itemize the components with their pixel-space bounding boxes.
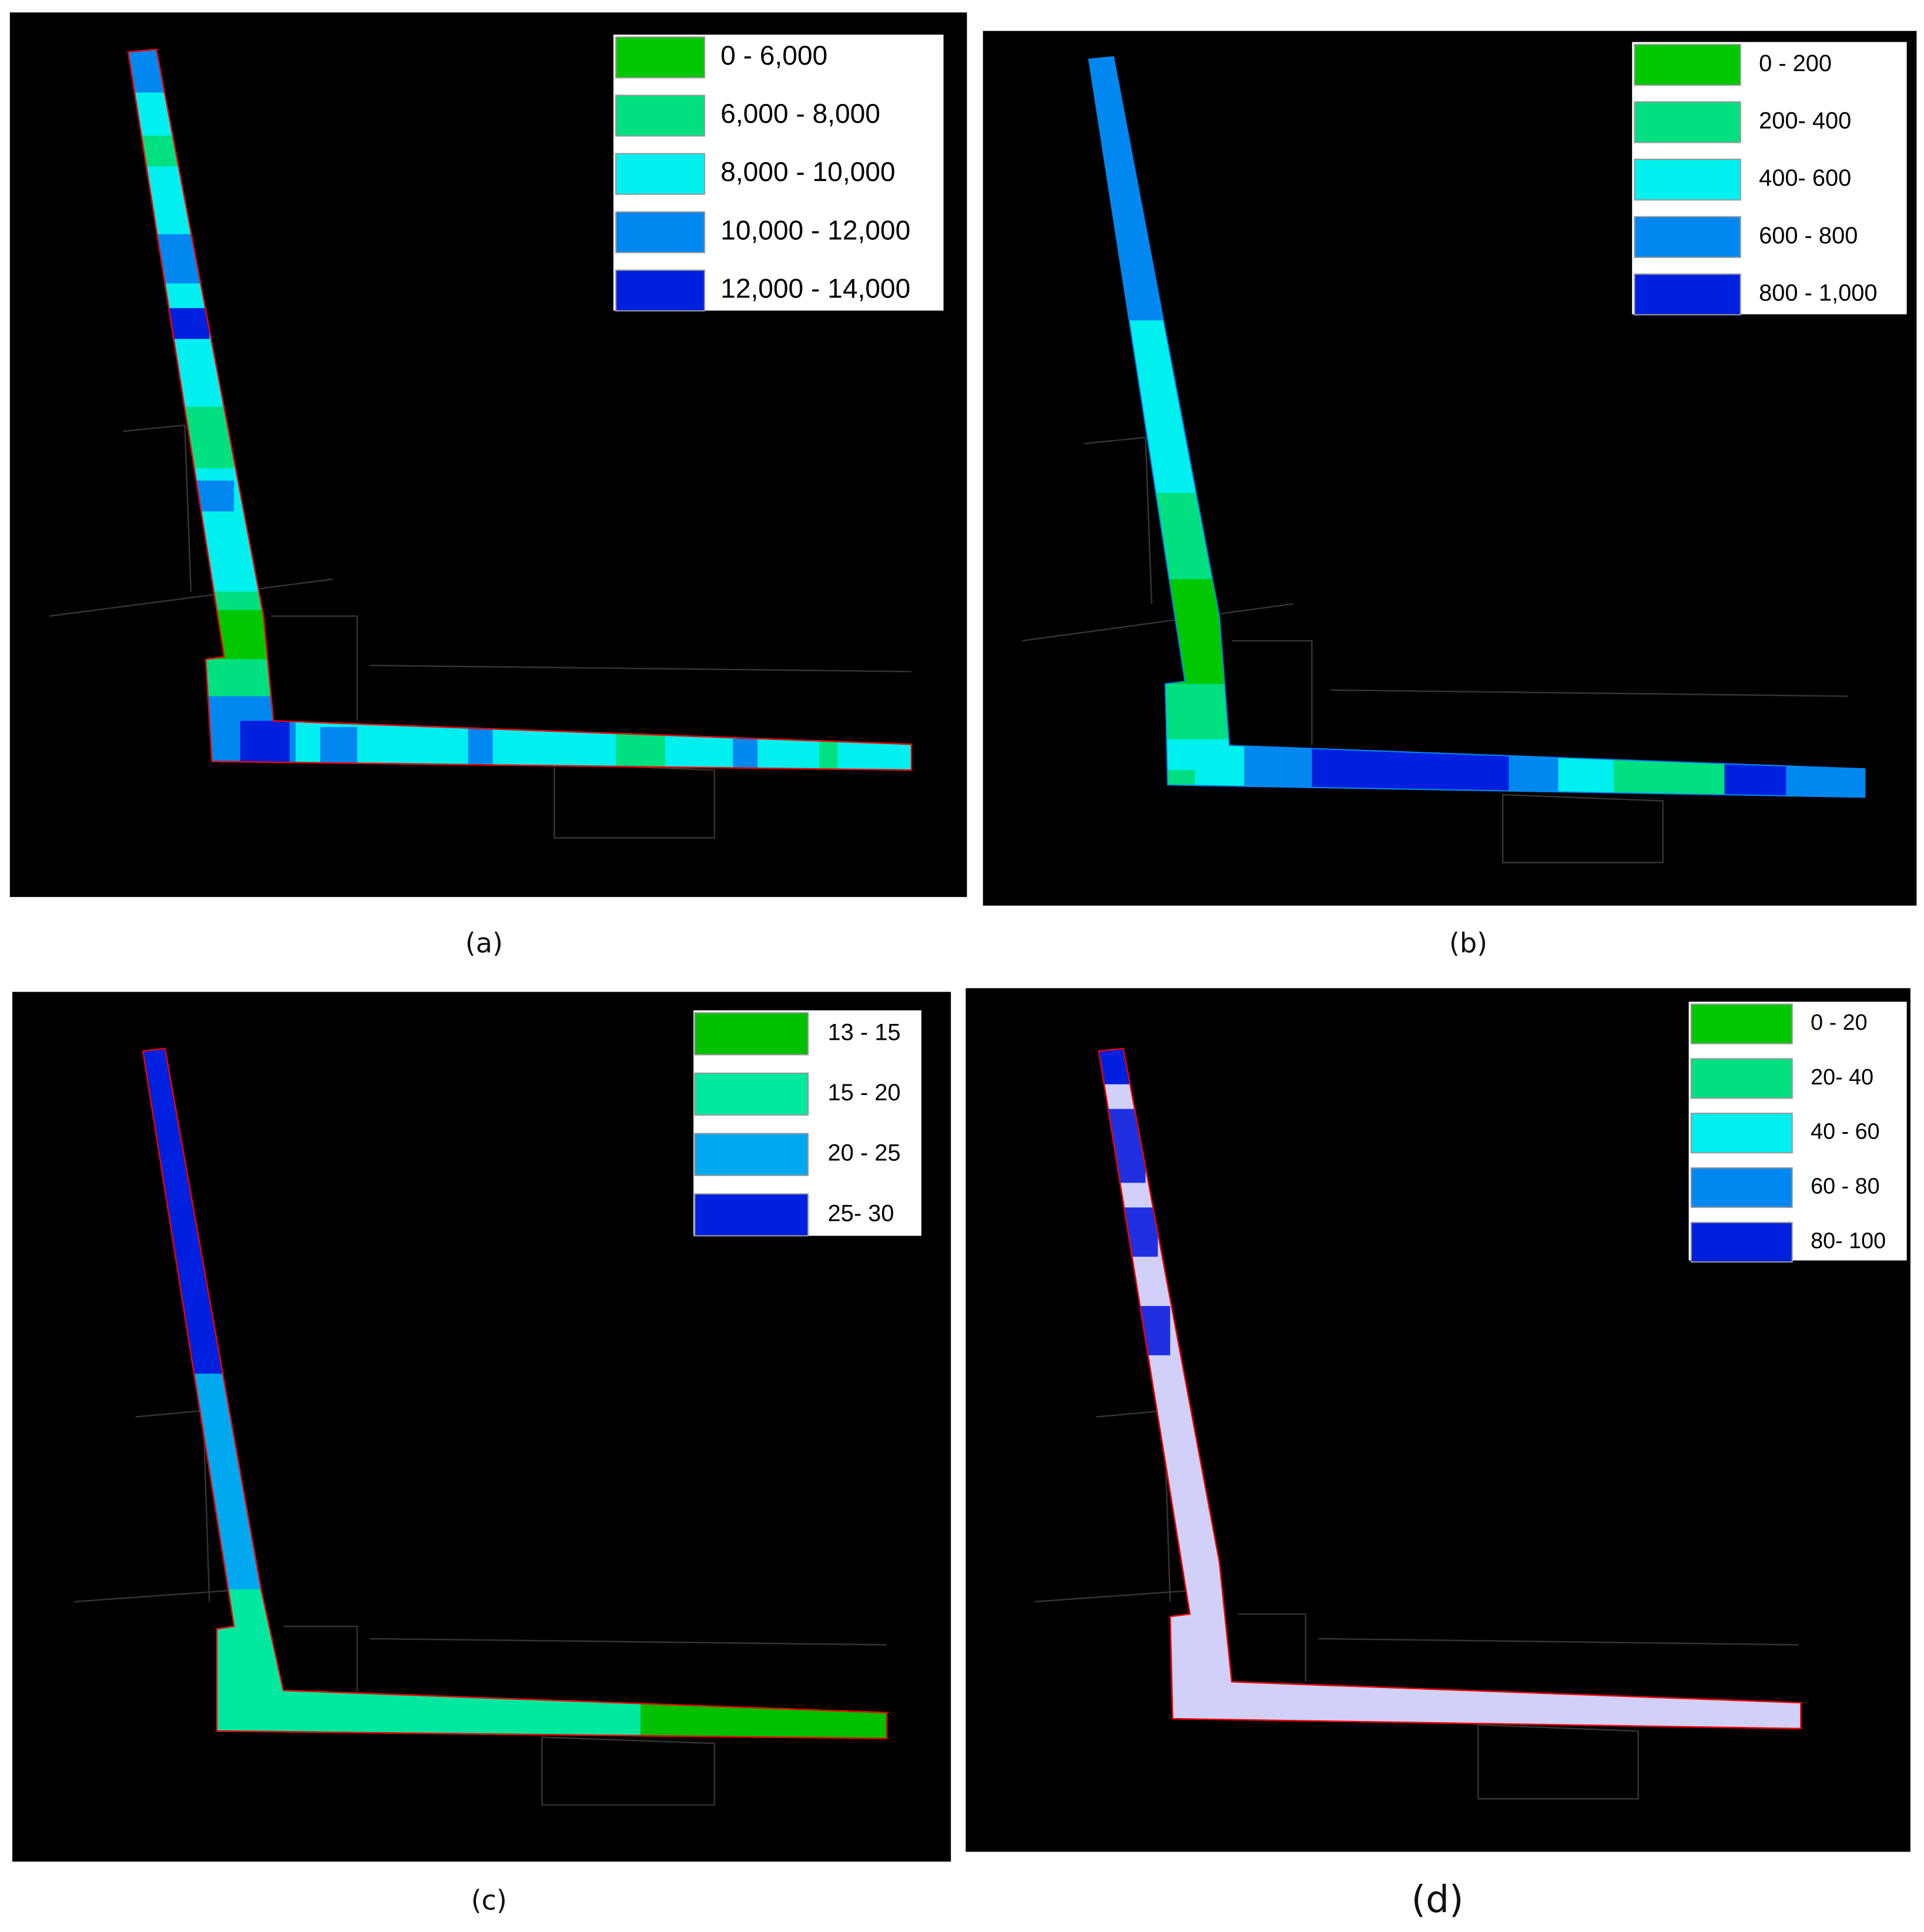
legend-swatch	[1634, 101, 1741, 143]
legend-label: 400- 600	[1759, 165, 1851, 191]
legend-swatch	[694, 1012, 809, 1056]
legend-swatch	[694, 1193, 809, 1237]
legend-label: 8,000 - 10,000	[720, 156, 895, 187]
legend-swatch	[1634, 158, 1741, 201]
legends: 0 - 6,000 6,000 - 8,000 8,000 - 10,000 10,0…	[613, 34, 1907, 1263]
legend-swatch	[1690, 1058, 1793, 1099]
legend-label: 40 - 60	[1811, 1119, 1879, 1144]
legend-label: 80- 100	[1811, 1228, 1886, 1253]
legend-label: 60 - 80	[1811, 1174, 1879, 1198]
legend-swatch	[694, 1133, 809, 1176]
legend-swatch	[1690, 1113, 1793, 1154]
legend-swatch	[615, 95, 705, 137]
caption: (d)	[1412, 1878, 1464, 1921]
caption: (b)	[1449, 927, 1487, 959]
legend-label: 0 - 20	[1811, 1010, 1867, 1034]
legend-label: 13 - 15	[828, 1019, 901, 1045]
legend-label: 800 - 1,000	[1759, 280, 1877, 306]
legend-swatch	[1690, 1167, 1793, 1208]
legend-swatch	[1634, 216, 1741, 258]
legend-swatch	[694, 1072, 809, 1116]
legend-swatch	[1634, 273, 1741, 316]
legend-swatch	[615, 36, 705, 79]
legend-label: 600 - 800	[1759, 223, 1858, 249]
legend-label: 25- 30	[828, 1200, 894, 1226]
legend-label: 0 - 6,000	[720, 40, 827, 71]
legend-label: 200- 400	[1759, 108, 1851, 133]
legend-swatch	[615, 211, 705, 253]
legend-swatch	[615, 269, 705, 312]
legend-label: 12,000 - 14,000	[720, 273, 910, 303]
caption: (c)	[471, 1884, 507, 1916]
legend-label: 6,000 - 8,000	[720, 98, 880, 129]
legend-swatch	[615, 153, 705, 195]
legend-swatch	[1690, 1003, 1793, 1044]
legend-swatch	[1634, 43, 1741, 86]
legend-label: 10,000 - 12,000	[720, 215, 910, 245]
legend-swatch	[1690, 1221, 1793, 1263]
legend-label: 15 - 20	[828, 1080, 901, 1106]
legend-label: 20 - 25	[828, 1140, 901, 1166]
legend-label: 20- 40	[1811, 1064, 1873, 1089]
legend-label: 0 - 200	[1759, 51, 1832, 76]
caption: (a)	[465, 927, 503, 959]
